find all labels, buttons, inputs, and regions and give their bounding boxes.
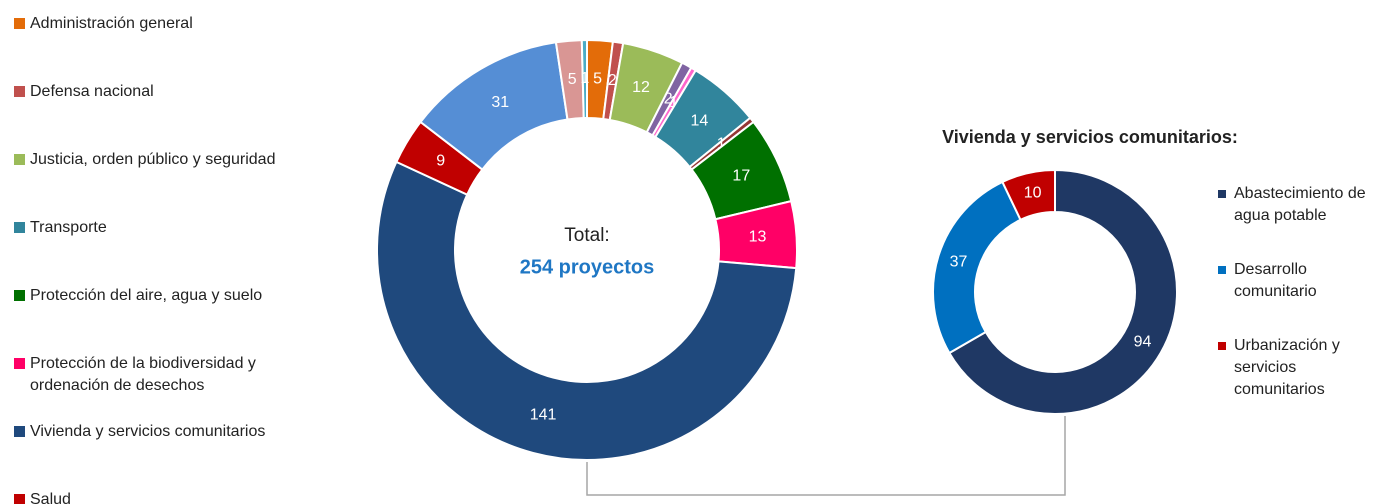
- value-label: 2: [608, 72, 617, 89]
- legend-swatch: [14, 154, 25, 165]
- value-label: 1: [580, 70, 589, 87]
- legend-label: Salud: [30, 491, 71, 504]
- legend-swatch: [1218, 266, 1226, 274]
- legend-label: Administración general: [30, 15, 193, 32]
- legend-swatch: [1218, 342, 1226, 350]
- value-label: 9: [436, 153, 445, 170]
- value-label: 37: [950, 253, 968, 270]
- center-value: 254 proyectos: [520, 256, 655, 278]
- legend-swatch: [14, 222, 25, 233]
- legend-label: Defensa nacional: [30, 83, 154, 100]
- value-label: 94: [1134, 334, 1152, 351]
- donut-slice: [376, 160, 798, 462]
- legend-label: Transporte: [30, 219, 107, 236]
- legend-label: Vivienda y servicios comunitarios: [30, 423, 265, 440]
- donut-slice: [932, 180, 1022, 355]
- legend-swatch: [14, 86, 25, 97]
- donut-slice: [580, 38, 588, 120]
- legend-label: Protección del aire, agua y suelo: [30, 287, 262, 304]
- legend-label: Desarrollo comunitario: [1234, 261, 1317, 300]
- donut-slice: [1001, 168, 1056, 222]
- value-label: 1: [717, 135, 726, 152]
- legend-label: Urbanización y servicios comunitarios: [1234, 337, 1340, 398]
- legend-swatch: [14, 426, 25, 437]
- value-label: 2: [664, 91, 673, 108]
- legend-swatch: [14, 358, 25, 369]
- value-label: 141: [530, 406, 557, 423]
- legend-label: Abastecimiento de agua potable: [1234, 185, 1366, 224]
- value-label: 12: [632, 79, 650, 96]
- value-label: 14: [691, 112, 709, 129]
- legend-swatch: [14, 290, 25, 301]
- value-label: 5: [593, 71, 602, 88]
- value-label: 13: [749, 229, 767, 246]
- legend-swatch: [14, 494, 25, 504]
- legend-label: Justicia, orden público y seguridad: [30, 151, 275, 168]
- value-label: 10: [1024, 185, 1042, 202]
- donut-slice: [947, 168, 1178, 415]
- legend-swatch: [14, 18, 25, 29]
- value-label: 31: [491, 94, 509, 111]
- legend-label: Protección de la biodiversidad y ordenaci…: [30, 355, 256, 394]
- center-label: Total:: [564, 225, 609, 246]
- value-label: 5: [568, 71, 577, 88]
- chart-title: Vivienda y servicios comunitarios:: [942, 127, 1238, 147]
- legend-swatch: [1218, 190, 1226, 198]
- value-label: 17: [732, 168, 750, 185]
- connector: [586, 416, 1066, 496]
- value-label: 1: [669, 94, 678, 111]
